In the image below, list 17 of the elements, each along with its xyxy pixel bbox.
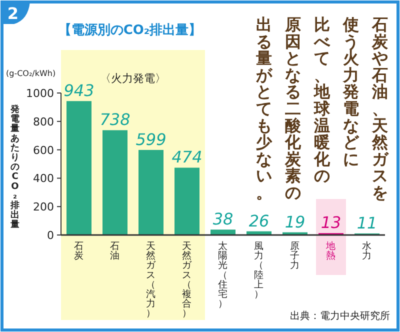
- annotation: 使う火力発電などに: [343, 15, 359, 168]
- ytick-label: 200: [33, 200, 54, 214]
- ytick-label: 400: [33, 172, 54, 186]
- ytick-label: 1000: [26, 87, 54, 100]
- title: 【電源別のCO₂排出量】: [58, 23, 202, 38]
- ytick-label: 0: [47, 229, 54, 242]
- annotation: 石炭や石油、天然ガスを: [372, 15, 388, 202]
- ytick-label: 800: [33, 115, 54, 128]
- annotation: 原因となる二酸化炭素の: [285, 15, 301, 202]
- annotation: 出る量がとても少ない。: [256, 15, 272, 202]
- annotation: 出典：電力中央研究所: [290, 311, 390, 322]
- annotation: (g-CO₂/kWh): [6, 69, 56, 78]
- band-label: 〈火力発電〉: [100, 72, 166, 85]
- annotation: 比べて、地球温暖化の: [314, 15, 330, 186]
- ytick-label: 600: [33, 144, 54, 157]
- ylabel: 発電量あたりのCO₂排出量: [10, 105, 20, 230]
- annotation: 2: [7, 4, 19, 23]
